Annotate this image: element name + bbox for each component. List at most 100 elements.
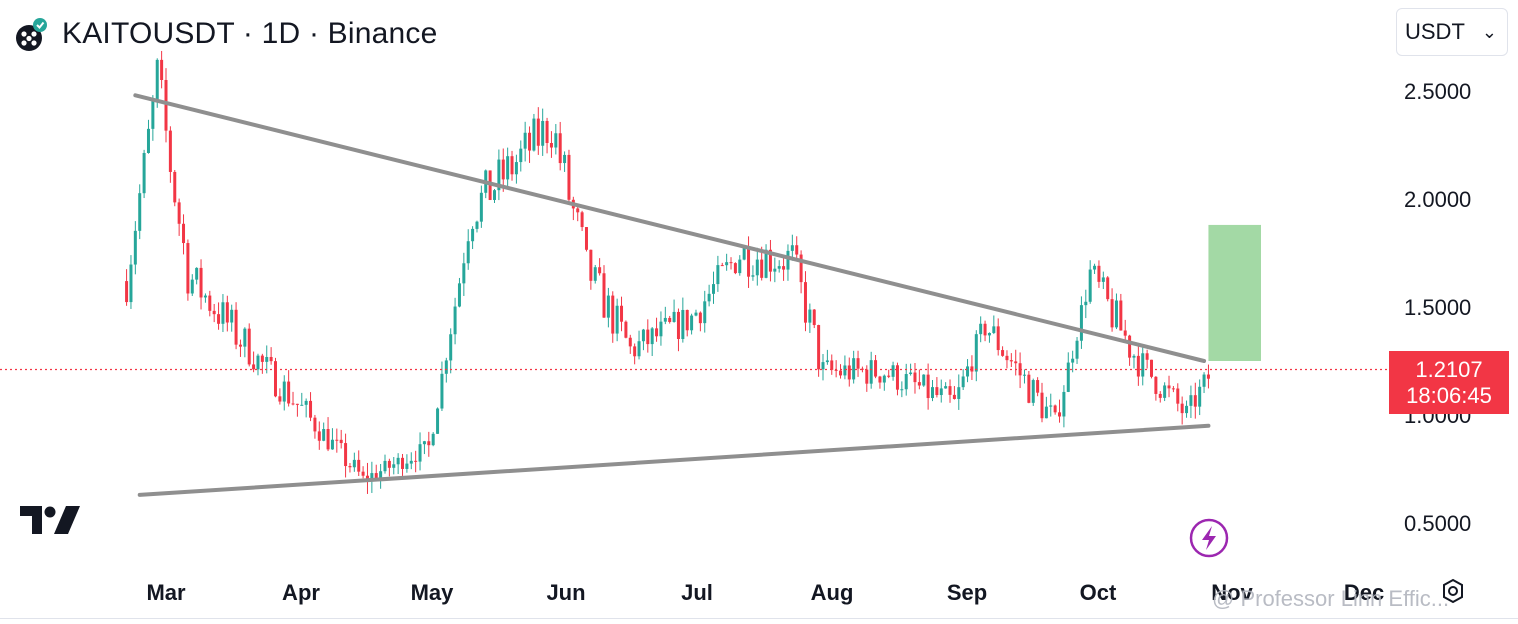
x-tick-label: Mar xyxy=(146,580,186,605)
candle-down xyxy=(217,314,221,324)
candle-up xyxy=(440,373,444,409)
candle-down xyxy=(414,460,418,462)
candle-up xyxy=(203,295,207,298)
chart-header: KAITOUSDT · 1D · Binance xyxy=(14,14,437,54)
candle-up xyxy=(961,376,965,388)
candle-up xyxy=(773,268,777,272)
candle-up xyxy=(681,309,685,339)
candle-up xyxy=(1141,353,1145,377)
candle-down xyxy=(983,323,987,336)
candle-down xyxy=(720,265,724,267)
candle-down xyxy=(646,329,650,345)
candle-up xyxy=(133,230,137,265)
candle-down xyxy=(361,471,365,476)
candle-up xyxy=(725,262,729,266)
candle-up xyxy=(1202,374,1206,387)
exchange-logo-icon xyxy=(14,16,50,52)
candle-up xyxy=(707,293,711,302)
chevron-down-icon: ⌄ xyxy=(1481,21,1497,42)
candle-down xyxy=(287,381,291,404)
candle-up xyxy=(142,152,146,194)
candle-down xyxy=(274,361,277,397)
candle-down xyxy=(1040,392,1044,419)
candle-down xyxy=(182,223,186,244)
candle-down xyxy=(401,457,405,469)
candle-up xyxy=(712,284,715,294)
candle-up xyxy=(1185,405,1189,414)
last-price-value: 1.2107 xyxy=(1415,356,1483,382)
bar-countdown: 18:06:45 xyxy=(1406,382,1492,408)
candle-down xyxy=(935,387,939,396)
candle-up xyxy=(282,381,286,402)
candle-up xyxy=(256,355,260,370)
candle-down xyxy=(847,365,851,380)
candle-up xyxy=(808,309,812,323)
candle-up xyxy=(974,334,978,372)
candle-down xyxy=(212,310,216,315)
x-tick-label: Jul xyxy=(681,580,713,605)
candle-up xyxy=(593,267,597,281)
currency-select[interactable]: USDT ⌄ xyxy=(1396,8,1508,56)
candle-down xyxy=(536,118,540,146)
candle-up xyxy=(852,358,856,380)
candle-down xyxy=(628,337,632,347)
target-zone xyxy=(1208,224,1261,361)
candle-up xyxy=(1049,405,1053,407)
candle-down xyxy=(812,309,816,326)
candle-down xyxy=(1136,355,1140,377)
candle-down xyxy=(1176,388,1180,404)
candle-up xyxy=(436,408,440,434)
candle-down xyxy=(160,59,164,81)
candle-down xyxy=(1119,300,1123,331)
candle-down xyxy=(584,227,588,250)
candle-down xyxy=(177,202,181,224)
candle-down xyxy=(1014,361,1018,364)
candle-down xyxy=(260,355,264,362)
x-tick-label: Oct xyxy=(1079,580,1117,605)
candle-down xyxy=(1053,405,1057,413)
candle-up xyxy=(396,457,400,465)
candle-up xyxy=(742,247,746,260)
candle-up xyxy=(151,101,155,129)
candle-down xyxy=(1110,299,1114,328)
candle-up xyxy=(1066,362,1070,392)
candle-down xyxy=(208,295,212,311)
candle-up xyxy=(1088,269,1092,302)
candle-down xyxy=(598,267,602,274)
candle-down xyxy=(199,267,203,298)
candle-up xyxy=(615,305,619,334)
tradingview-logo-icon[interactable] xyxy=(20,504,82,541)
candle-up xyxy=(1093,265,1097,270)
candle-down xyxy=(567,154,571,200)
candle-down xyxy=(344,443,348,467)
y-tick-label: 2.0000 xyxy=(1404,187,1472,212)
candle-down xyxy=(839,370,843,376)
candle-up xyxy=(764,249,768,278)
y-tick-label: 2.5000 xyxy=(1404,79,1472,104)
candle-up xyxy=(479,192,483,222)
x-tick-label: Dec xyxy=(1343,580,1385,605)
candle-up xyxy=(195,267,199,280)
candle-up xyxy=(1163,385,1167,398)
candle-up xyxy=(1062,391,1066,417)
candle-up xyxy=(523,132,527,149)
candle-up xyxy=(694,312,698,316)
candle-up xyxy=(663,317,667,322)
candle-up xyxy=(909,372,913,375)
candle-down xyxy=(125,281,129,303)
candle-down xyxy=(374,473,378,479)
candle-up xyxy=(966,366,970,377)
candle-up xyxy=(738,259,742,274)
candle-down xyxy=(1001,350,1005,356)
candle-up xyxy=(422,441,426,445)
candle-down xyxy=(729,262,733,264)
settings-icon[interactable] xyxy=(1440,578,1466,604)
candle-down xyxy=(747,247,751,277)
lightning-icon[interactable] xyxy=(1189,518,1229,558)
candle-up xyxy=(383,460,387,472)
candle-down xyxy=(782,266,786,270)
candle-down xyxy=(387,460,391,468)
candle-down xyxy=(803,282,807,323)
candle-down xyxy=(335,439,339,441)
